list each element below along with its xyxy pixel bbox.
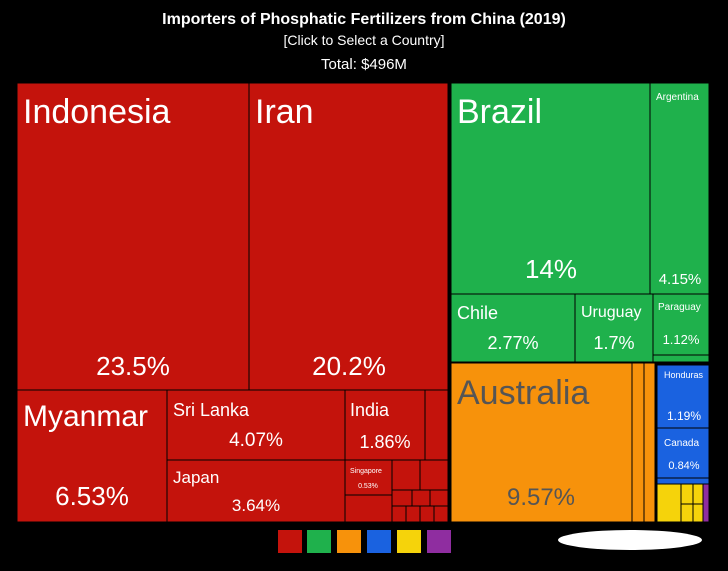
tile-label: Chile [457,303,498,323]
tile[interactable] [656,364,710,429]
small-tile [656,477,710,485]
tile[interactable] [166,459,346,523]
tile[interactable] [166,389,346,461]
small-tile [391,505,407,523]
small-tile [405,505,421,523]
small-tile [702,483,710,523]
small-tile [433,505,449,523]
filter-europe[interactable] [427,530,451,553]
tile[interactable] [248,82,449,391]
value-label: 1.86% [359,432,410,452]
filter-south-america[interactable] [307,530,331,553]
value-label: 4.15% [659,271,702,288]
small-tile [680,483,694,505]
small-tile [631,362,645,523]
tile-label: Myanmar [23,400,148,433]
tile[interactable] [450,293,576,363]
tile-label: Singapore [350,468,382,475]
value-label: 1.19% [667,409,701,423]
filter-asia[interactable] [278,530,302,553]
total-label: Total: $496M [321,56,407,73]
value-label: 20.2% [312,351,386,381]
tile-label: Canada [664,438,699,449]
tile-label: Japan [173,468,219,487]
small-tile [411,489,431,507]
small-tile [692,503,704,523]
filter-oceania[interactable] [337,530,361,553]
tile-label: Iran [255,93,314,131]
value-label: 2.77% [487,333,538,353]
tile-label: Australia [457,374,589,412]
filter-africa[interactable] [397,530,421,553]
tile[interactable] [574,293,654,363]
tile[interactable] [16,82,250,391]
small-tile [419,505,435,523]
value-label: 1.12% [663,332,700,347]
small-tile [680,503,694,523]
tile-label: Indonesia [23,93,171,131]
tile-label: Argentina [656,92,699,103]
small-tile [344,494,393,523]
tile-label: India [350,400,390,420]
tile[interactable] [656,427,710,479]
small-tile [419,459,449,491]
blurred-area [558,530,702,550]
tile[interactable] [450,82,651,295]
value-label: 6.53% [55,481,129,511]
chart-title: Importers of Phosphatic Fertilizers from… [162,11,566,28]
small-tile [429,489,449,507]
chart-subtitle: [Click to Select a Country] [283,32,444,48]
tile-label: Paraguay [658,302,701,313]
tile[interactable] [16,389,168,523]
small-tile [391,459,421,491]
small-tile [391,489,413,507]
region-filters [278,530,451,553]
small-tile [692,483,704,505]
value-label: 3.64% [232,496,280,515]
tile[interactable] [649,82,710,295]
small-tile [652,354,710,363]
value-label: 0.84% [668,460,699,472]
value-label: 23.5% [96,351,170,381]
tile-label: Sri Lanka [173,400,250,420]
small-tile [424,389,449,461]
tile-label: Brazil [457,93,542,131]
filter-north-america[interactable] [367,530,391,553]
tile-label: Uruguay [581,304,641,321]
value-label: 1.7% [593,333,634,353]
small-tile [643,362,656,523]
value-label: 9.57% [507,484,575,511]
value-label: 14% [525,254,577,284]
small-tile [656,483,682,523]
tiles: Indonesia 23.5% Iran 20.2% Myanmar 6.53% Sri L… [16,82,710,523]
tile[interactable] [450,362,633,523]
tile-label: Honduras [664,370,704,380]
small-tiles [344,354,710,523]
value-label: 4.07% [229,430,283,451]
value-label: 0.53% [358,483,378,490]
